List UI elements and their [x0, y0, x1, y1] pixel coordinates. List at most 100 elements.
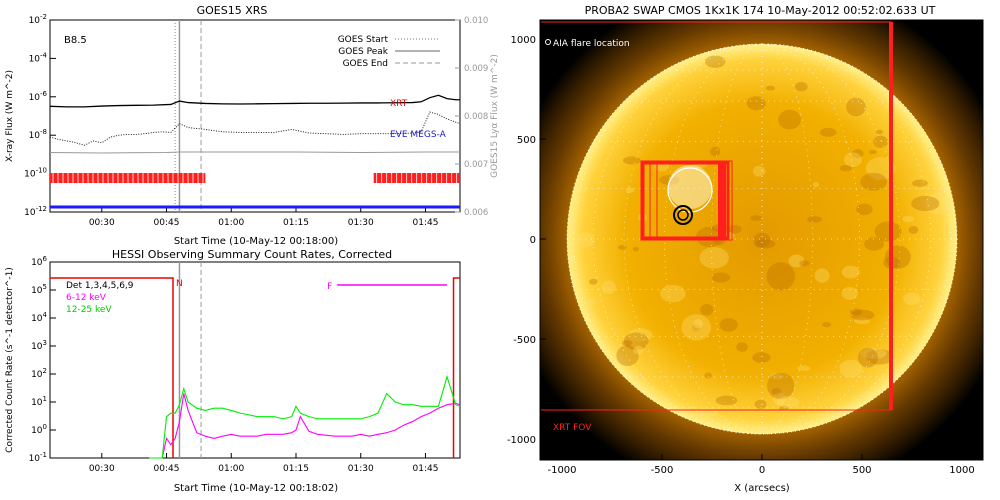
disk-feature: [839, 164, 852, 172]
disk-feature: [812, 181, 819, 188]
hessi-frame: [49, 261, 461, 459]
disk-feature: [772, 392, 786, 406]
y-tick-label: 106: [31, 255, 47, 268]
disk-feature: [753, 232, 771, 247]
legend-hessi-6-12: 6-12 keV: [66, 293, 107, 303]
hessi-panel: HESSI Observing Summary Count Rates, Cor…: [5, 248, 461, 494]
disk-feature: [911, 195, 940, 212]
goes-frame: [49, 19, 461, 213]
goes-y2label: GOES15 Lyα Flux (W m^-2): [490, 54, 500, 178]
xrt-box-bar: [718, 163, 726, 238]
hessi-contour-inner: [677, 209, 689, 221]
swap-panel: PROBA2 SWAP CMOS 1Kx1K 174 10-May-2012 0…: [507, 4, 984, 494]
disk-feature: [771, 388, 782, 396]
hessi-x-axis: 00:30 00:45 01:00 01:15 01:30 01:45: [89, 453, 439, 474]
goes-data: [49, 20, 461, 212]
flare-flag-label: F: [327, 282, 332, 292]
disk-feature: [860, 172, 887, 191]
goes-short-series: [49, 111, 461, 146]
disk-feature: [585, 298, 596, 306]
x-tick-label: 0: [759, 465, 765, 476]
goes-title: GOES15 XRS: [197, 4, 268, 17]
y2-tick-label: 0.007: [464, 160, 488, 170]
heliographic-grid: [567, 43, 957, 435]
disk-feature: [841, 286, 859, 300]
swap-image: AIA flare location XRT FOV: [540, 20, 983, 460]
disk-feature: [746, 96, 766, 111]
disk-feature: [841, 265, 860, 279]
x-tick-label: 500: [852, 465, 871, 476]
disk-feature: [860, 347, 887, 359]
disk-feature: [700, 303, 714, 316]
disk-feature: [857, 347, 879, 368]
goes-lya-series: [49, 151, 460, 154]
x-tick-label: 01:15: [283, 218, 309, 228]
disk-feature: [681, 314, 711, 341]
legend-goes-peak: GOES Peak: [338, 47, 388, 57]
y-tick-label: -1000: [507, 435, 536, 446]
goes-legend: GOES Start GOES Peak GOES End: [338, 35, 440, 69]
disk-feature: [868, 149, 877, 154]
disk-feature: [625, 187, 635, 193]
longitude-line: [573, 43, 763, 435]
y-tick-label: 500: [517, 135, 536, 146]
goes-long-series: [49, 94, 460, 108]
y-tick-label: 10-6: [29, 90, 48, 103]
legend-hessi-det: Det 1,3,4,5,6,9: [66, 281, 134, 291]
disk-feature: [778, 405, 789, 411]
x-tick-label: 00:45: [154, 464, 180, 474]
x-tick-label: 01:15: [283, 464, 309, 474]
disk-feature: [799, 260, 810, 267]
hessi-xlabel: Start Time (10-May-12 00:18:02): [174, 483, 338, 494]
goes-panel: GOES15 XRS 00:30 00:45 01:00 01:15 01:30 01:4…: [5, 4, 500, 247]
y2-tick-label: 0.010: [464, 16, 488, 26]
disk-feature: [873, 135, 888, 148]
disk-feature: [699, 247, 729, 269]
swap-xlabel: X (arcsecs): [734, 483, 790, 494]
disk-feature: [902, 215, 915, 223]
y-tick-label: 10-10: [24, 167, 47, 180]
swap-title: PROBA2 SWAP CMOS 1Kx1K 174 10-May-2012 0…: [585, 4, 936, 17]
y-tick-label: 100: [31, 423, 47, 436]
disk-feature: [754, 399, 767, 409]
xrt-box-inner: [649, 162, 658, 239]
disk-feature: [589, 278, 598, 285]
disk-feature: [660, 284, 686, 303]
disk-feature: [719, 318, 738, 332]
disk-feature: [628, 328, 653, 342]
disk-feature: [843, 152, 862, 168]
night-state-line-2: [452, 277, 460, 458]
aia-flare-circle: [667, 167, 713, 213]
disk-feature: [696, 407, 718, 418]
disk-feature: [850, 309, 875, 321]
y-tick-label: 103: [31, 339, 47, 352]
disk-feature: [752, 352, 771, 364]
x-tick-label: 01:45: [413, 464, 439, 474]
goes-xlabel: Start Time (10-May-12 00:18:00): [174, 236, 338, 247]
y-tick-label: 10-8: [29, 128, 47, 141]
solar-disk: [567, 44, 957, 434]
y-tick-label: 101: [31, 395, 47, 408]
disk-feature: [750, 215, 763, 221]
longitude-line: [761, 43, 951, 435]
disk-feature: [633, 345, 644, 355]
disk-feature: [822, 322, 831, 328]
y-tick-label: 10-12: [24, 205, 47, 218]
disk-feature: [794, 81, 808, 92]
hessi-y-axis: 10-1 100 101 102 103 104 105 106: [29, 255, 56, 464]
disk-feature: [692, 324, 700, 332]
x-tick-label: 01:30: [348, 464, 374, 474]
disk-feature: [765, 85, 776, 91]
disk-feature: [839, 359, 863, 378]
disk-feature: [621, 339, 633, 347]
aia-marker-icon: [545, 39, 551, 45]
x-tick-label: 00:45: [154, 218, 180, 228]
xrt-fov-label: XRT FOV: [553, 423, 592, 433]
disk-feature: [704, 55, 726, 68]
x-tick-label: -500: [651, 465, 674, 476]
x-tick-label: 01:00: [218, 464, 244, 474]
goes-class-label: B8.5: [64, 35, 87, 46]
hessi-ylabel: Corrected Count Rate (s^-1 detector^-1): [5, 267, 15, 453]
x-tick-label: 1000: [949, 465, 974, 476]
y-tick-label: 10-1: [29, 451, 47, 464]
